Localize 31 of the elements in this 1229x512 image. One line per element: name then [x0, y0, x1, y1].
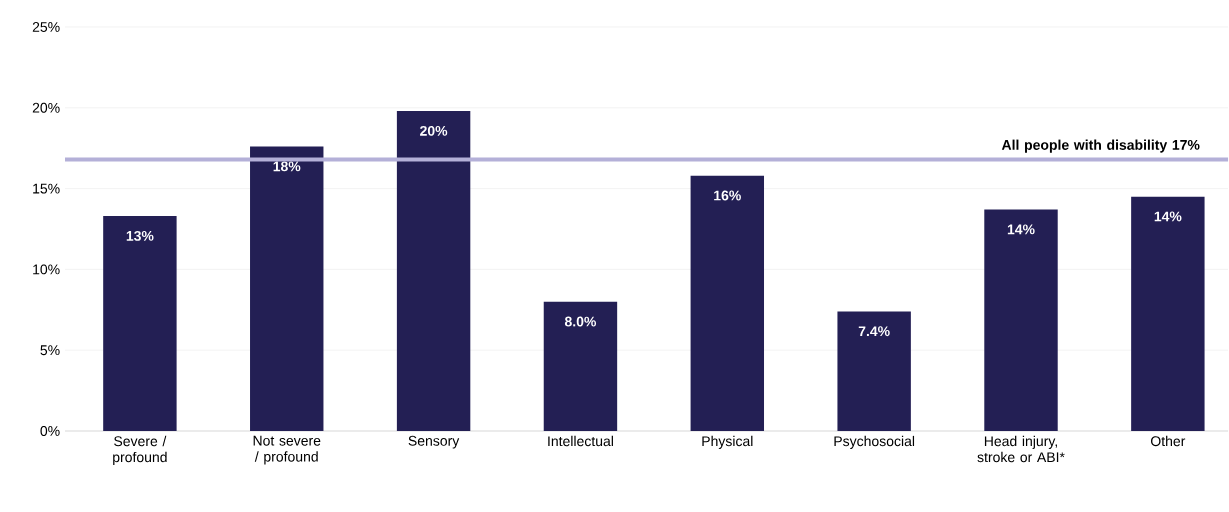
data-label: 14% [1154, 211, 1182, 222]
x-tick-label: Physical [702, 435, 753, 449]
bar [543, 301, 618, 431]
data-label: 18% [273, 161, 301, 172]
bar [103, 216, 177, 431]
y-tick-label: 15% [33, 183, 60, 194]
x-tick-label: Psychosocial [834, 435, 915, 449]
x-tick-label: Head injury, stroke or ABI* [977, 435, 1065, 463]
data-label: 14% [1007, 224, 1035, 235]
y-tick-label: 0% [40, 426, 60, 436]
bar [250, 146, 324, 431]
bar [396, 111, 471, 431]
data-label: 8.0% [564, 316, 597, 327]
x-tick-label: Sensory [408, 435, 460, 449]
bar [690, 175, 765, 431]
data-label: 13% [126, 230, 154, 241]
y-tick-label: 5% [40, 345, 60, 356]
data-label: 16% [714, 190, 741, 201]
x-tick-label: Other [1151, 435, 1186, 447]
bar [837, 311, 911, 431]
bar [1131, 196, 1205, 431]
bar [984, 209, 1058, 431]
y-tick-label: 20% [32, 102, 60, 113]
y-tick-label: 25% [32, 22, 60, 32]
x-tick-label: Not severe / profound [253, 435, 321, 465]
ref-line-label: All people with disability 17% [1001, 139, 1200, 153]
data-label: 20% [420, 125, 448, 136]
x-tick-label: Intellectual [548, 435, 613, 447]
data-label: 7.4% [858, 326, 890, 337]
x-tick-label: Severe / profound [113, 435, 167, 465]
y-tick-label: 10% [33, 264, 60, 275]
